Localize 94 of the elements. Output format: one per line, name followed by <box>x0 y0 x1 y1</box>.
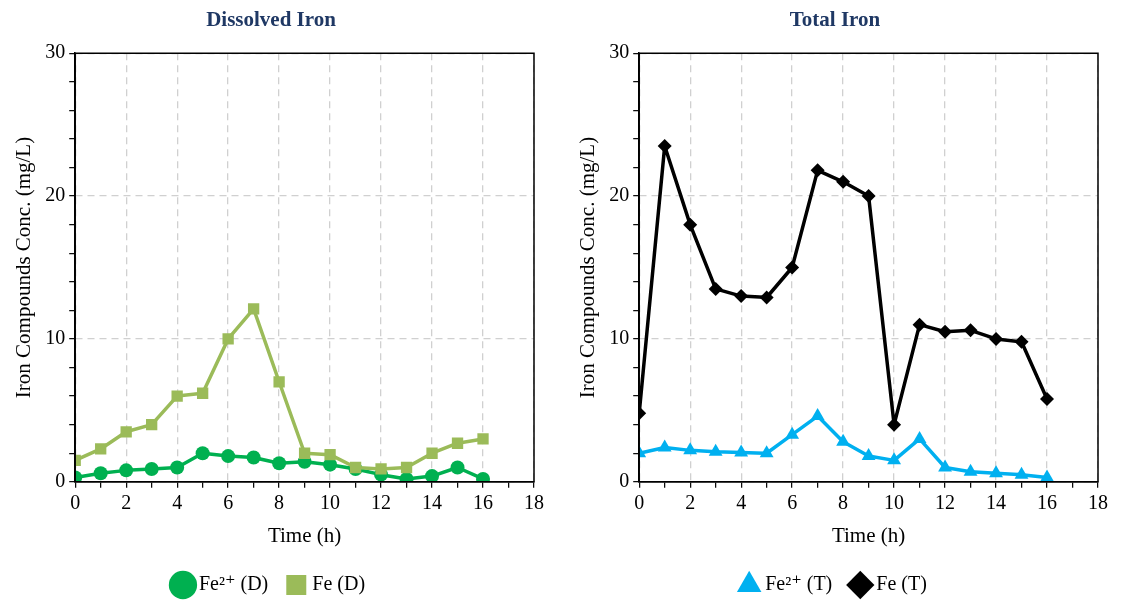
y-tick-label: 30 <box>45 40 66 63</box>
point <box>1014 466 1029 479</box>
point <box>989 465 1003 478</box>
point <box>324 449 336 461</box>
x-tick-label: 16 <box>473 491 494 514</box>
point <box>298 447 311 459</box>
point <box>912 430 927 443</box>
point <box>425 469 440 482</box>
point <box>734 444 749 457</box>
point <box>171 390 183 402</box>
point <box>170 460 185 475</box>
point <box>989 331 1004 346</box>
point <box>708 281 723 296</box>
x-tick-label: 6 <box>223 491 234 514</box>
point <box>887 452 902 465</box>
y-axis-title: Iron Compounds Conc. (mg/L) <box>11 136 36 399</box>
point <box>810 408 825 421</box>
point <box>708 443 723 456</box>
y-tick-label: 0 <box>619 469 630 492</box>
x-tick-label: 2 <box>121 491 132 514</box>
point <box>861 448 876 461</box>
point <box>375 463 387 475</box>
point <box>759 445 774 458</box>
point <box>426 447 438 459</box>
point <box>144 461 159 476</box>
legend-label: Fe²⁺ (D) <box>198 572 269 596</box>
y-tick-label: 10 <box>45 326 66 349</box>
point <box>1040 469 1054 482</box>
point <box>759 290 774 305</box>
x-axis-title: Time (h) <box>831 522 906 547</box>
point <box>451 437 464 449</box>
point <box>963 323 978 338</box>
x-tick-label: 0 <box>70 491 81 514</box>
y-tick-label: 30 <box>609 40 630 63</box>
point <box>683 442 698 455</box>
point <box>246 450 261 465</box>
point <box>450 460 465 475</box>
point <box>247 303 260 315</box>
y-tick-label: 0 <box>55 469 66 492</box>
legend-label: Fe (D) <box>312 572 366 596</box>
x-tick-label: 8 <box>838 491 849 514</box>
y-axis-title: Iron Compounds Conc. (mg/L) <box>575 136 600 399</box>
x-tick-label: 16 <box>1037 491 1058 514</box>
x-tick-label: 0 <box>634 491 645 514</box>
point <box>912 317 927 332</box>
point <box>938 324 953 339</box>
point <box>938 459 952 472</box>
x-tick-label: 12 <box>371 491 392 514</box>
point <box>683 217 698 232</box>
x-tick-label: 2 <box>685 491 696 514</box>
chart-title: Total Iron <box>789 7 881 32</box>
point <box>861 189 876 204</box>
point <box>222 333 234 345</box>
x-tick-label: 10 <box>884 491 905 514</box>
x-tick-label: 14 <box>422 491 443 514</box>
point <box>119 463 134 478</box>
x-tick-label: 12 <box>935 491 956 514</box>
point <box>785 426 800 439</box>
point <box>734 289 749 304</box>
point <box>836 174 851 189</box>
point <box>1040 391 1055 406</box>
point <box>657 439 672 452</box>
point <box>963 463 978 476</box>
x-tick-label: 4 <box>172 491 183 514</box>
x-tick-label: 6 <box>787 491 798 514</box>
y-tick-label: 10 <box>609 326 630 349</box>
point <box>400 461 413 474</box>
point <box>810 163 825 178</box>
x-axis-title: Time (h) <box>267 522 342 547</box>
point <box>1014 334 1029 349</box>
point <box>272 456 287 471</box>
x-tick-label: 4 <box>736 491 747 514</box>
y-tick-label: 20 <box>609 183 630 206</box>
point <box>657 139 672 154</box>
legend-label: Fe²⁺ (T) <box>765 572 833 596</box>
point <box>93 466 108 481</box>
point <box>95 443 107 455</box>
chart-title: Dissolved Iron <box>206 7 337 32</box>
x-tick-label: 8 <box>274 491 285 514</box>
y-tick-label: 20 <box>45 183 66 206</box>
point <box>120 426 132 438</box>
point <box>273 376 285 388</box>
x-tick-label: 18 <box>1088 491 1108 514</box>
x-tick-label: 10 <box>320 491 341 514</box>
point <box>196 387 209 399</box>
point <box>836 433 851 446</box>
legend-label: Fe (T) <box>876 572 927 596</box>
point <box>477 433 489 445</box>
x-tick-label: 14 <box>986 491 1007 514</box>
point <box>785 260 800 275</box>
point <box>195 446 210 461</box>
x-tick-label: 18 <box>524 491 544 514</box>
point <box>146 419 158 431</box>
point <box>221 449 236 464</box>
